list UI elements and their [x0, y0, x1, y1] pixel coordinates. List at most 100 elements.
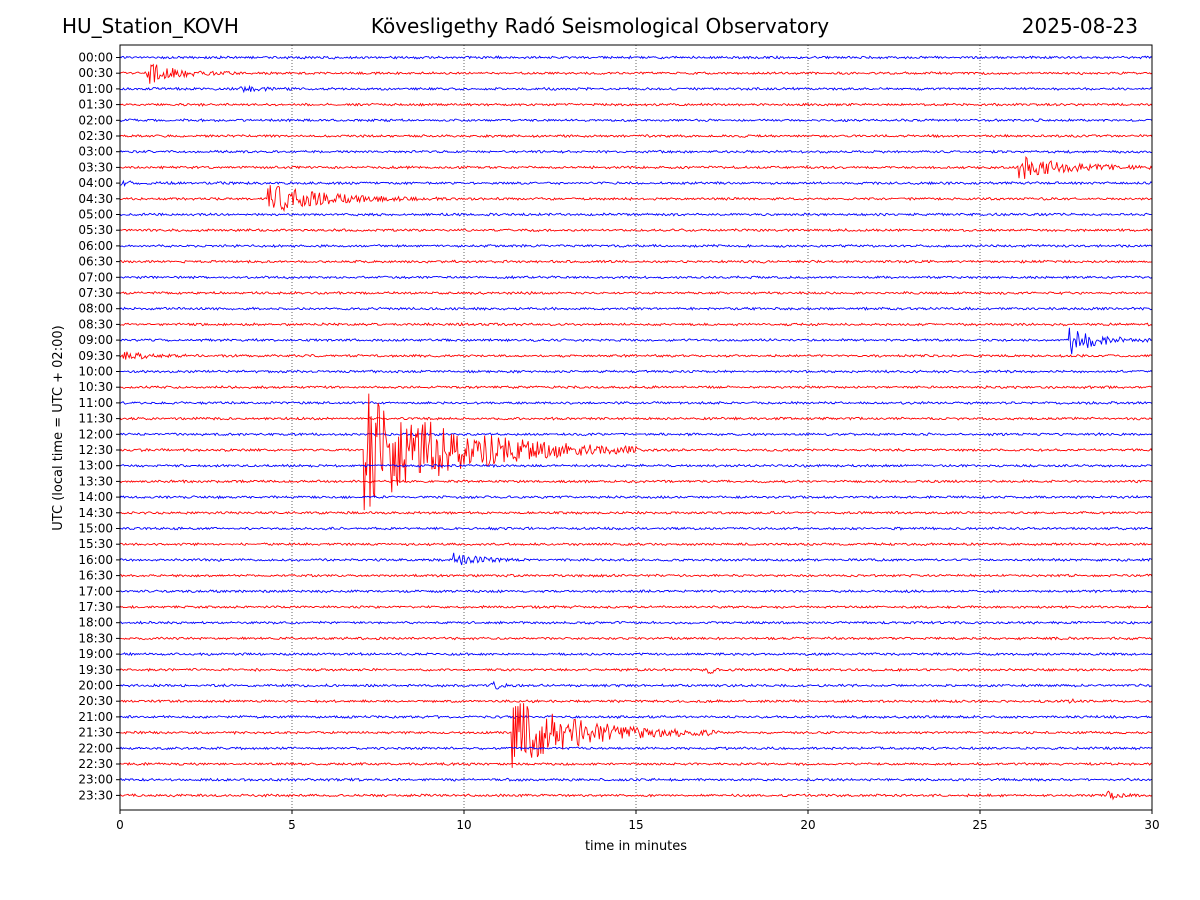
trace-1730 — [120, 604, 1152, 610]
y-tick-label-1900: 19:00 — [78, 647, 113, 661]
y-tick-label-0730: 07:30 — [78, 286, 113, 300]
y-tick-label-2200: 22:00 — [78, 741, 113, 755]
trace-1830 — [120, 636, 1152, 641]
y-tick-label-1930: 19:30 — [78, 663, 113, 677]
y-tick-label-1500: 15:00 — [78, 522, 113, 536]
x-tick-label-5: 5 — [288, 818, 296, 832]
trace-2000 — [120, 680, 1152, 690]
y-tick-label-1530: 15:30 — [78, 537, 113, 551]
trace-0200 — [120, 118, 1152, 123]
y-tick-label-1030: 10:30 — [78, 380, 113, 394]
trace-0930 — [120, 351, 1152, 360]
trace-2230 — [120, 761, 1152, 767]
y-tick-label-0030: 00:30 — [78, 66, 113, 80]
y-tick-label-2030: 20:30 — [78, 694, 113, 708]
trace-1530 — [120, 542, 1152, 547]
trace-0500 — [120, 212, 1152, 217]
trace-1430 — [120, 510, 1152, 516]
y-tick-label-1200: 12:00 — [78, 427, 113, 441]
y-tick-label-2130: 21:30 — [78, 726, 113, 740]
trace-1300 — [120, 463, 1152, 468]
trace-1700 — [120, 589, 1152, 594]
y-tick-label-0400: 04:00 — [78, 176, 113, 190]
trace-0900 — [120, 327, 1152, 355]
trace-0430 — [120, 185, 1152, 213]
trace-0130 — [120, 102, 1152, 107]
grid-lines — [291, 45, 981, 810]
y-tick-label-2300: 23:00 — [78, 773, 113, 787]
y-tick-label-0830: 08:30 — [78, 317, 113, 331]
y-tick-label-1700: 17:00 — [78, 584, 113, 598]
y-tick-label-2100: 21:00 — [78, 710, 113, 724]
x-tick-label-30: 30 — [1144, 818, 1159, 832]
trace-2300 — [120, 777, 1152, 782]
trace-1100 — [120, 400, 1152, 406]
trace-0830 — [120, 322, 1152, 327]
trace-0600 — [120, 243, 1152, 248]
trace-2030 — [120, 698, 1152, 704]
trace-0730 — [120, 290, 1152, 296]
trace-0400 — [120, 179, 1152, 187]
trace-2100 — [120, 714, 1152, 720]
trace-1400 — [120, 494, 1152, 500]
y-tick-label-0800: 08:00 — [78, 302, 113, 316]
trace-1130 — [120, 416, 1152, 421]
y-tick-label-0900: 09:00 — [78, 333, 113, 347]
trace-0530 — [120, 227, 1152, 233]
trace-0230 — [120, 133, 1152, 139]
trace-1800 — [120, 620, 1152, 625]
trace-1500 — [120, 526, 1152, 531]
trace-1930 — [120, 667, 1152, 675]
x-tick-label-15: 15 — [628, 818, 643, 832]
trace-1330 — [120, 479, 1152, 484]
y-tick-label-1230: 12:30 — [78, 443, 113, 457]
trace-1900 — [120, 651, 1152, 657]
y-tick-label-2330: 23:30 — [78, 788, 113, 802]
y-tick-label-1000: 10:00 — [78, 365, 113, 379]
trace-1200 — [120, 432, 1152, 437]
trace-1030 — [120, 385, 1152, 390]
x-tick-labels: 0 5 10 15 20 25 30 — [116, 810, 1160, 832]
y-tick-label-0500: 05:00 — [78, 208, 113, 222]
y-tick-label-1100: 11:00 — [78, 396, 113, 410]
y-tick-label-0100: 01:00 — [78, 82, 113, 96]
y-tick-label-1130: 11:30 — [78, 412, 113, 426]
x-tick-label-20: 20 — [800, 818, 815, 832]
y-tick-label-1830: 18:30 — [78, 631, 113, 645]
y-tick-label-0430: 04:30 — [78, 192, 113, 206]
y-tick-label-1430: 14:30 — [78, 506, 113, 520]
station-name: HU_Station_KOVH — [62, 14, 239, 38]
y-tick-label-0230: 02:30 — [78, 129, 113, 143]
trace-1230 — [120, 393, 1152, 511]
y-tick-label-0530: 05:30 — [78, 223, 113, 237]
y-tick-label-1330: 13:30 — [78, 474, 113, 488]
y-tick-label-1730: 17:30 — [78, 600, 113, 614]
x-axis-label: time in minutes — [585, 839, 687, 854]
plot-frame — [119, 44, 1153, 811]
observatory-title: Kövesligethy Radó Seismological Observat… — [370, 14, 830, 38]
y-tick-label-2230: 22:30 — [78, 757, 113, 771]
trace-1600 — [120, 552, 1152, 566]
x-tick-label-10: 10 — [456, 818, 471, 832]
record-date: 2025-08-23 — [1021, 14, 1138, 38]
trace-1000 — [120, 369, 1152, 374]
trace-2330 — [120, 790, 1152, 801]
y-tick-label-1300: 13:00 — [78, 459, 113, 473]
y-tick-label-1630: 16:30 — [78, 569, 113, 583]
y-tick-label-0600: 06:00 — [78, 239, 113, 253]
trace-1630 — [120, 573, 1152, 578]
y-tick-label-0700: 07:00 — [78, 270, 113, 284]
y-tick-label-2000: 20:00 — [78, 679, 113, 693]
y-tick-label-0000: 00:00 — [78, 51, 113, 65]
trace-0300 — [120, 149, 1152, 154]
y-tick-label-1600: 16:00 — [78, 553, 113, 567]
y-tick-label-0300: 03:00 — [78, 145, 113, 159]
y-tick-label-1800: 18:00 — [78, 616, 113, 630]
trace-0000 — [120, 55, 1152, 60]
y-tick-label-1400: 14:00 — [78, 490, 113, 504]
y-tick-label-0330: 03:30 — [78, 160, 113, 174]
trace-0630 — [120, 259, 1152, 264]
trace-2130 — [120, 703, 1152, 768]
